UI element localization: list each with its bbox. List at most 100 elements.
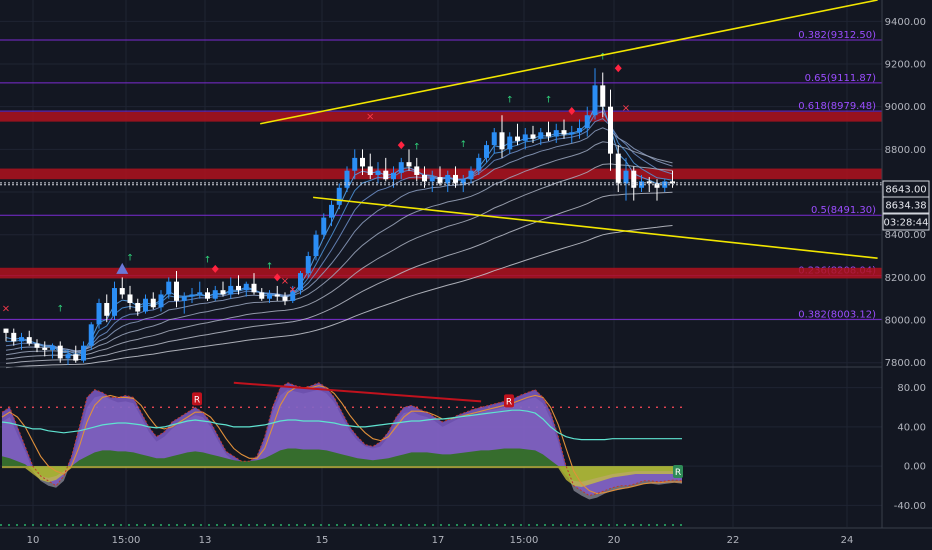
candle-body-62 (484, 145, 489, 158)
ema-line-21 (5, 118, 673, 353)
candle-6 (50, 343, 55, 359)
candle-body-76 (592, 85, 598, 116)
candle-20 (158, 290, 164, 312)
buy-triangle-icon (116, 262, 129, 274)
candle-body-77 (600, 85, 606, 107)
candle-body-14 (112, 288, 117, 316)
fib-label-3: 0.5(8491.30) (811, 205, 876, 216)
divergence-badge-label: R (506, 397, 512, 407)
candle-body-53 (414, 166, 420, 175)
oscillator-tick-label: 40.00 (897, 422, 926, 433)
candle-body-7 (57, 345, 63, 359)
trendlines[interactable] (260, 0, 878, 259)
candle-body-18 (143, 298, 148, 312)
candle-39 (305, 251, 311, 278)
candle-67 (522, 128, 528, 150)
candle-44 (344, 166, 350, 193)
candle-21 (166, 277, 172, 299)
price-badge-0: 8643.00 (882, 180, 930, 198)
candle-31 (243, 281, 249, 297)
candle-body-55 (429, 177, 435, 182)
price-badge-box (882, 196, 930, 214)
fib-label-0: 0.382(9312.50) (798, 30, 876, 41)
candle-body-4 (34, 343, 40, 348)
time-tick-label: 15:00 (510, 535, 539, 546)
candle-body-75 (584, 115, 590, 129)
candle-79 (615, 145, 621, 193)
wave-area-primary (2, 382, 682, 496)
sell-x-icon: × (2, 304, 10, 315)
current-price-lines (0, 182, 882, 186)
time-tick-label: 10 (27, 535, 40, 546)
oscillator-pane[interactable]: R R R (0, 381, 882, 526)
candle-body-64 (499, 132, 505, 150)
sell-diamond-icon (614, 64, 622, 73)
candle-body-29 (228, 285, 234, 295)
candle-body-10 (81, 345, 86, 361)
candle-49 (383, 157, 389, 182)
oscillator-badges: R R R (192, 392, 683, 479)
price-tick-label: 8800.00 (885, 145, 926, 156)
candle-body-56 (437, 177, 443, 184)
candle-body-44 (344, 170, 350, 188)
divergence-badge-1: R (504, 394, 514, 408)
candle-body-67 (522, 134, 528, 141)
candle-80 (623, 157, 629, 201)
resistance-zone-0 (0, 112, 882, 122)
price-gridlines (0, 0, 882, 527)
ema-line-13 (6, 111, 673, 355)
candle-body-28 (220, 290, 226, 295)
buy-arrow-icon: ↑ (56, 305, 64, 315)
candle-48 (375, 162, 381, 184)
candle-34 (267, 290, 272, 303)
candle-74 (577, 119, 582, 139)
candle-58 (453, 166, 458, 188)
candle-body-9 (73, 354, 79, 361)
candle-body-73 (569, 132, 575, 135)
divergence-badge-box (673, 465, 683, 479)
candle-body-38 (298, 273, 303, 291)
time-tick-label: 17 (432, 535, 445, 546)
candle-body-69 (538, 132, 544, 139)
candle-17 (135, 298, 141, 316)
candle-71 (553, 123, 559, 143)
time-axis[interactable]: 10 15:00 13 15 17 15:00 20 22 24 (0, 527, 932, 550)
candle-body-81 (631, 170, 637, 188)
candle-body-12 (96, 302, 102, 325)
candle-1 (11, 328, 17, 346)
candle-body-57 (445, 174, 451, 184)
ema-line-233 (5, 225, 673, 369)
price-pane[interactable]: 0.382(9312.50) 0.65(9111.87) 0.618(8979.48… (0, 0, 882, 527)
candle-body-33 (259, 292, 265, 299)
candle-body-26 (205, 292, 210, 299)
candle-body-84 (654, 183, 660, 188)
price-tick-label: 9400.00 (885, 17, 926, 28)
candle-28 (220, 281, 226, 297)
candle-body-15 (119, 288, 125, 295)
price-tick-label: 9200.00 (885, 60, 926, 71)
candle-61 (476, 153, 482, 175)
time-tick-label: 13 (199, 535, 212, 546)
signal-line (1, 385, 682, 495)
candle-body-23 (181, 296, 187, 301)
candle-body-66 (515, 136, 520, 141)
candle-body-46 (360, 157, 365, 167)
time-axis-background (0, 528, 932, 550)
candle-body-24 (189, 294, 195, 297)
money-flow-line (1, 409, 682, 441)
candle-body-49 (383, 170, 389, 180)
candle-5 (42, 341, 48, 357)
sell-diamond-icon (397, 141, 405, 150)
candle-18 (143, 294, 148, 314)
candle-body-61 (476, 157, 482, 171)
candle-4 (34, 339, 40, 353)
ema-line-34 (5, 127, 673, 352)
candle-body-39 (305, 256, 311, 274)
candle-70 (546, 121, 551, 141)
candle-38 (298, 270, 303, 295)
divergence-badge-0: R (192, 392, 202, 406)
price-axis[interactable]: 9400.009200.009000.008800.008600.008400.… (881, 0, 932, 528)
candle-body-27 (212, 290, 218, 299)
candle-body-63 (491, 132, 497, 146)
